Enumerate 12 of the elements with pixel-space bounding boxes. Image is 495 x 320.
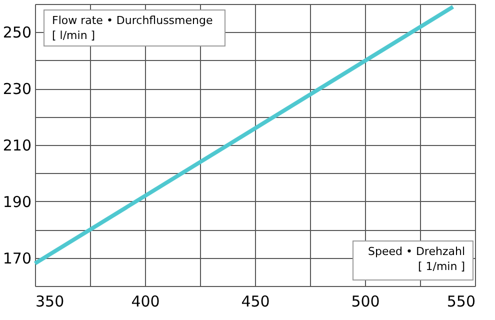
x-axis-title: Speed • Drehzahl [ 1/min ] xyxy=(368,245,465,273)
y-tick-label: 210 xyxy=(2,136,32,154)
x-tick-label: 500 xyxy=(351,292,380,310)
y-tick-label: 230 xyxy=(2,80,32,98)
x-tick-label: 550 xyxy=(446,292,476,310)
y-tick-label: 250 xyxy=(2,24,32,42)
y-tick-label: 170 xyxy=(2,249,32,268)
y-tick-label: 190 xyxy=(2,192,32,211)
y-axis-title: Flow rate • Durchflussmenge [ l/min ] xyxy=(52,14,213,42)
x-tick-label: 450 xyxy=(241,292,270,310)
x-tick-label: 400 xyxy=(131,292,160,310)
x-tick-label: 350 xyxy=(36,292,64,310)
